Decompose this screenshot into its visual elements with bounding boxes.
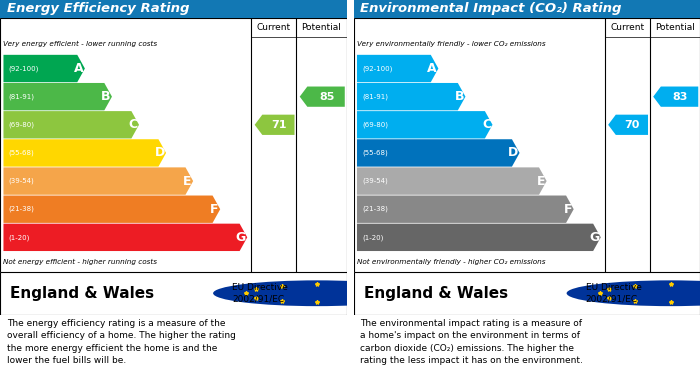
Polygon shape [357, 167, 547, 195]
Polygon shape [357, 196, 574, 223]
Polygon shape [608, 115, 648, 135]
Polygon shape [357, 111, 493, 138]
Polygon shape [4, 167, 193, 195]
Text: (21-38): (21-38) [362, 206, 388, 212]
Text: Energy Efficiency Rating: Energy Efficiency Rating [7, 2, 190, 15]
Text: Current: Current [610, 23, 644, 32]
Text: Potential: Potential [302, 23, 342, 32]
Polygon shape [4, 111, 139, 138]
Circle shape [566, 280, 700, 306]
Text: (92-100): (92-100) [8, 65, 39, 72]
Polygon shape [4, 224, 247, 251]
Text: (69-80): (69-80) [362, 122, 389, 128]
Text: EU Directive
2002/91/EC: EU Directive 2002/91/EC [586, 283, 641, 304]
Text: (55-68): (55-68) [362, 150, 388, 156]
Polygon shape [653, 86, 699, 107]
Text: E: E [537, 174, 545, 188]
Text: D: D [155, 147, 164, 160]
Text: Not energy efficient - higher running costs: Not energy efficient - higher running co… [4, 258, 158, 265]
Polygon shape [357, 224, 601, 251]
Text: B: B [101, 90, 111, 103]
Polygon shape [4, 83, 112, 110]
Text: Environmental Impact (CO₂) Rating: Environmental Impact (CO₂) Rating [360, 2, 622, 15]
Text: Not environmentally friendly - higher CO₂ emissions: Not environmentally friendly - higher CO… [357, 258, 545, 265]
Polygon shape [4, 196, 220, 223]
Text: (1-20): (1-20) [8, 234, 30, 240]
Text: F: F [564, 203, 573, 216]
Circle shape [213, 280, 421, 306]
Text: A: A [74, 62, 83, 75]
Text: (1-20): (1-20) [362, 234, 384, 240]
Text: C: C [482, 118, 491, 131]
Text: D: D [508, 147, 518, 160]
Text: (39-54): (39-54) [362, 178, 388, 184]
Polygon shape [4, 139, 166, 167]
Text: England & Wales: England & Wales [10, 286, 155, 301]
Text: G: G [236, 231, 246, 244]
Text: The energy efficiency rating is a measure of the
overall efficiency of a home. T: The energy efficiency rating is a measur… [7, 319, 236, 365]
Text: Potential: Potential [655, 23, 695, 32]
Text: 70: 70 [624, 120, 640, 130]
Text: (69-80): (69-80) [8, 122, 35, 128]
Text: (81-91): (81-91) [8, 93, 35, 100]
Polygon shape [255, 115, 295, 135]
Polygon shape [300, 86, 345, 107]
Text: England & Wales: England & Wales [364, 286, 508, 301]
Polygon shape [357, 83, 466, 110]
Polygon shape [357, 139, 519, 167]
Text: (92-100): (92-100) [362, 65, 393, 72]
Text: Very energy efficient - lower running costs: Very energy efficient - lower running co… [4, 41, 158, 47]
Text: 71: 71 [271, 120, 287, 130]
Text: 85: 85 [319, 91, 335, 102]
Text: Very environmentally friendly - lower CO₂ emissions: Very environmentally friendly - lower CO… [357, 41, 545, 47]
Text: (55-68): (55-68) [8, 150, 34, 156]
Text: The environmental impact rating is a measure of
a home's impact on the environme: The environmental impact rating is a mea… [360, 319, 583, 365]
Text: C: C [129, 118, 138, 131]
Text: (39-54): (39-54) [8, 178, 34, 184]
Polygon shape [357, 55, 438, 82]
Text: G: G [589, 231, 599, 244]
Text: A: A [428, 62, 437, 75]
Text: Current: Current [257, 23, 290, 32]
Text: E: E [183, 174, 192, 188]
Text: B: B [454, 90, 464, 103]
Text: EU Directive
2002/91/EC: EU Directive 2002/91/EC [232, 283, 288, 304]
Text: (21-38): (21-38) [8, 206, 34, 212]
Polygon shape [4, 55, 85, 82]
Text: F: F [210, 203, 219, 216]
Text: (81-91): (81-91) [362, 93, 389, 100]
Text: 83: 83 [673, 91, 688, 102]
